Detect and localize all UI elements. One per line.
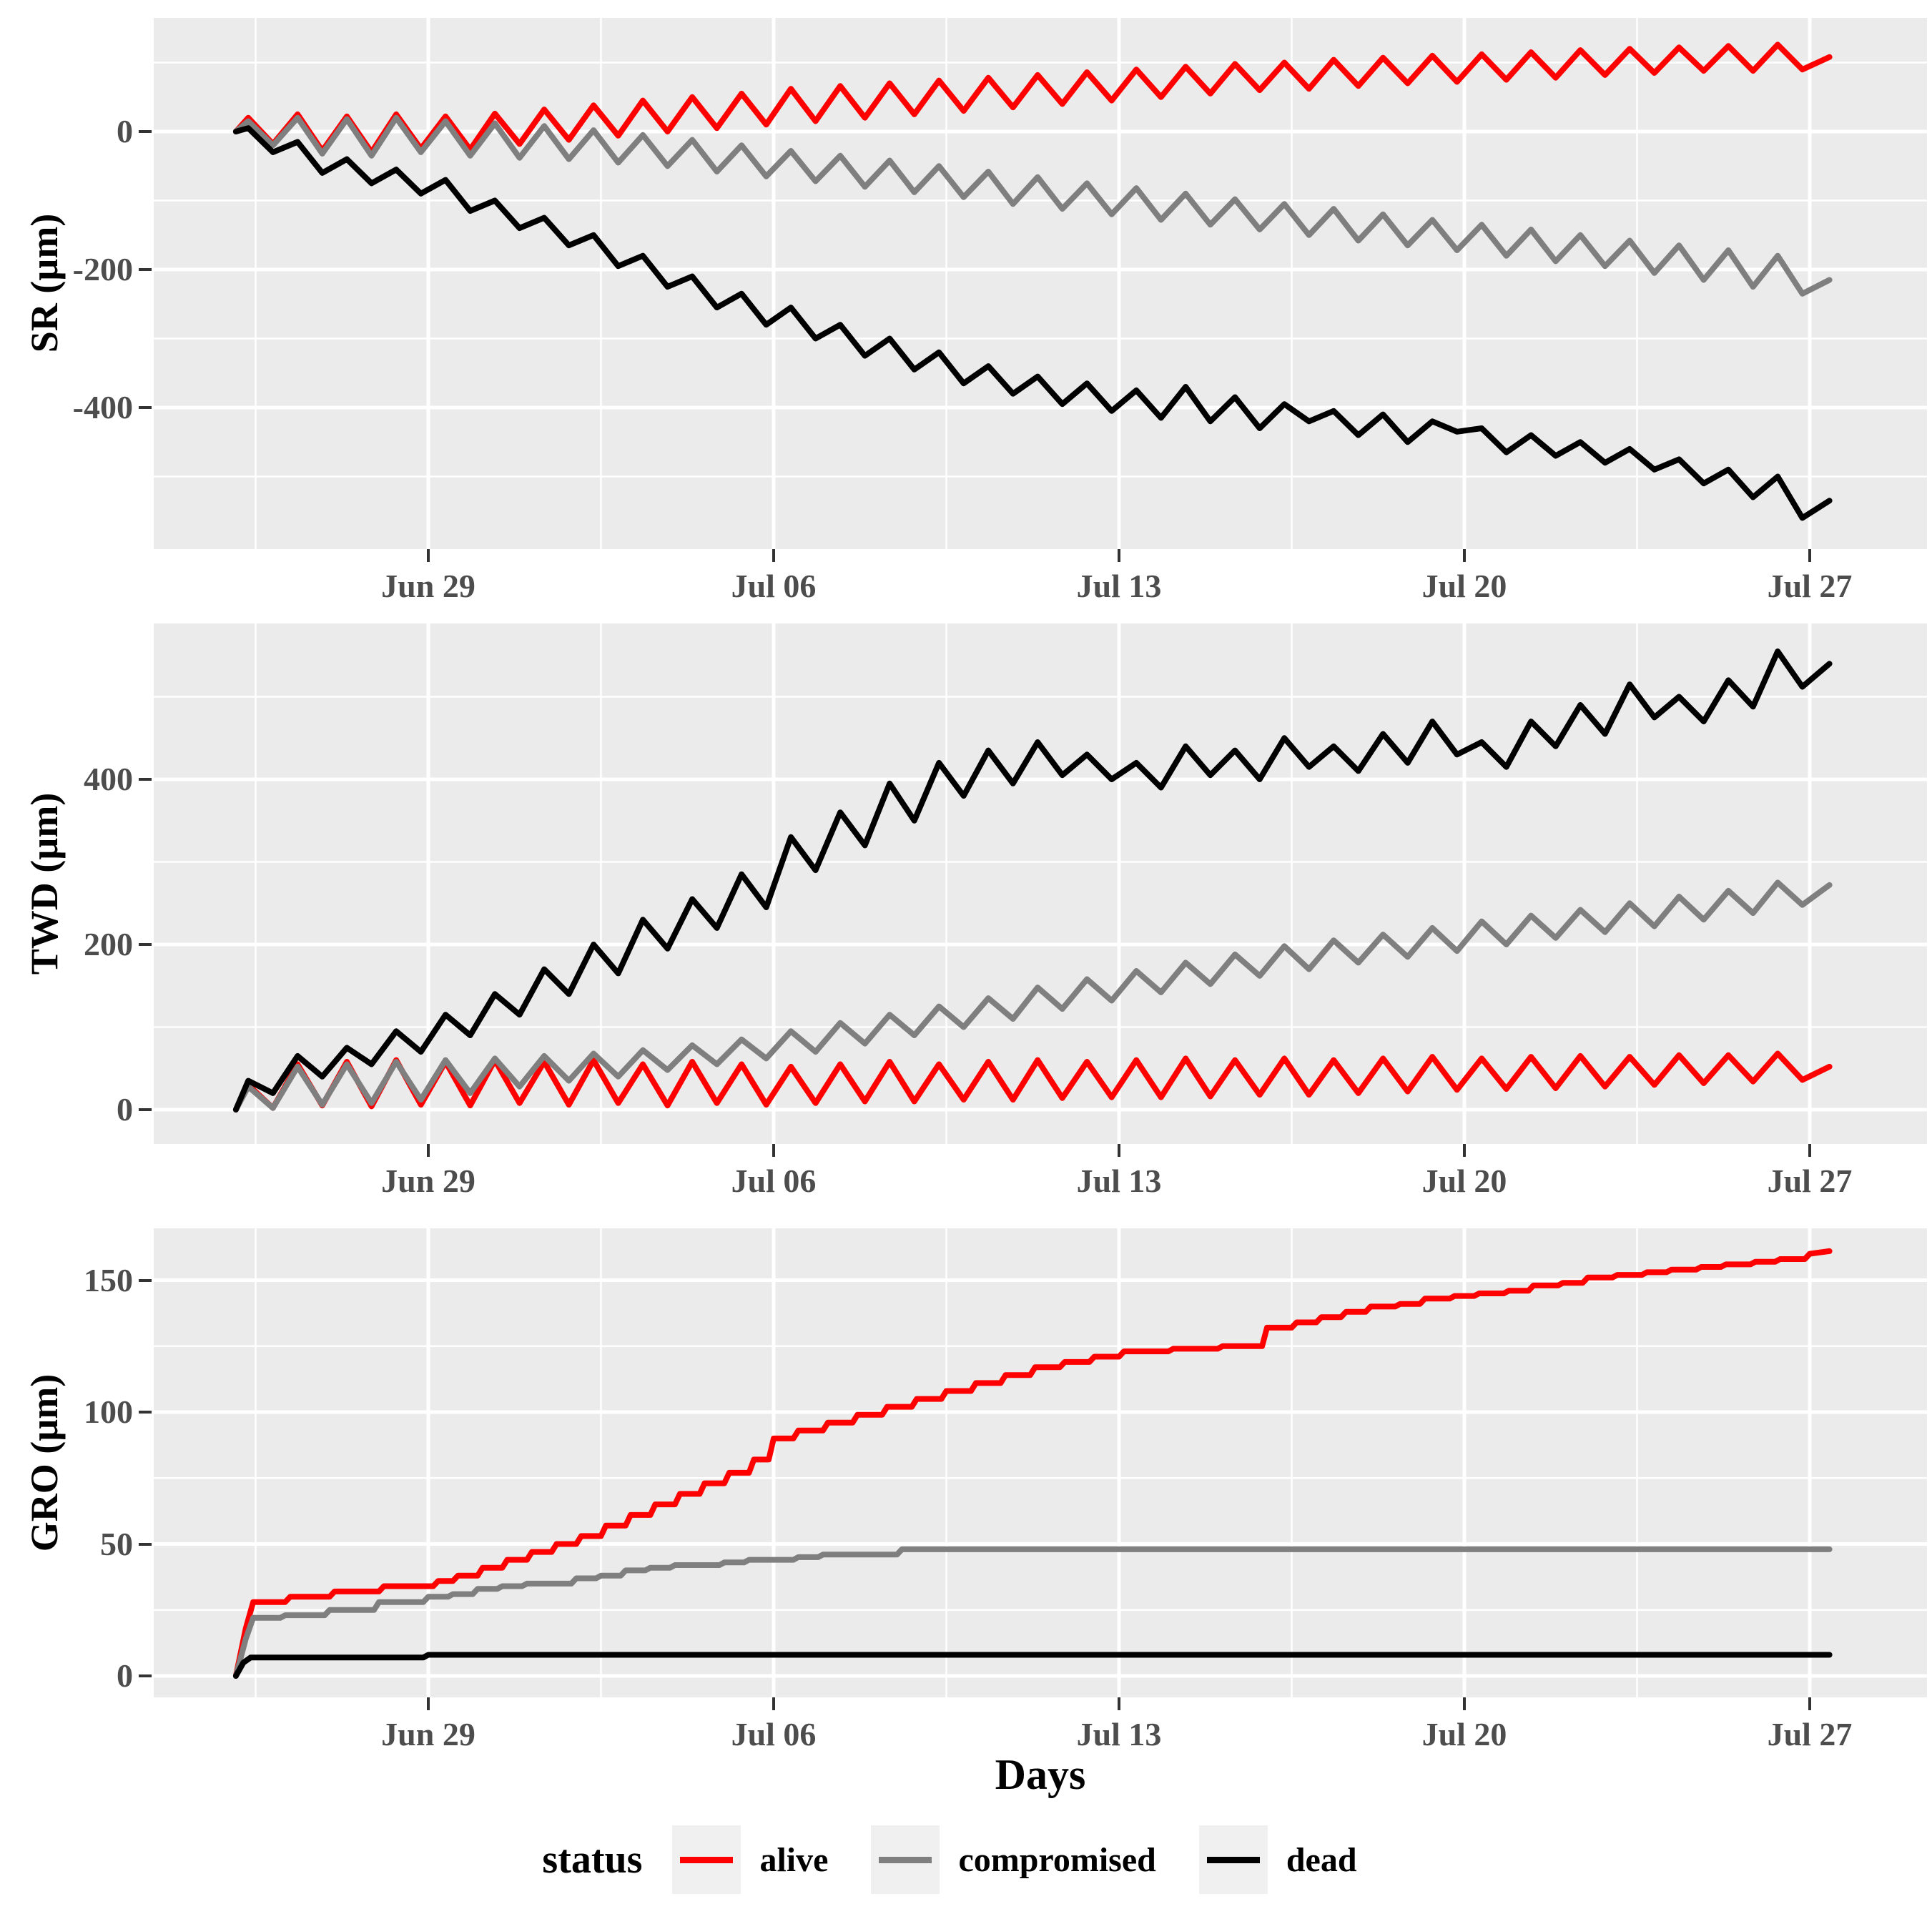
x-tick-mark [772, 1697, 775, 1710]
x-tick-mark [1463, 1697, 1466, 1710]
y-tick-mark [139, 1278, 152, 1282]
y-tick-mark [139, 1411, 152, 1414]
y-tick-label: 200 [84, 926, 133, 962]
x-tick-label: Jul 06 [731, 1163, 817, 1199]
x-tick-label: Jul 20 [1421, 1163, 1507, 1199]
y-tick-mark [139, 1108, 152, 1111]
x-tick-label: Jun 29 [381, 1716, 475, 1752]
legend-title: status [542, 1837, 643, 1882]
x-tick-mark [772, 549, 775, 562]
y-tick-mark [139, 130, 152, 133]
x-tick-mark [427, 1697, 430, 1710]
series-line-dead [232, 648, 1833, 1113]
series-line-alive [232, 1248, 1833, 1679]
panel-background [154, 1228, 1927, 1697]
legend-key-alive [672, 1825, 741, 1894]
legend-label-alive: alive [759, 1840, 829, 1879]
x-tick-mark [427, 549, 430, 562]
x-tick-mark [772, 1144, 775, 1157]
y-tick-mark [139, 1542, 152, 1546]
sr-panel-plot [154, 18, 1927, 549]
series-line-dead [232, 125, 1833, 521]
x-tick-label: Jul 20 [1421, 568, 1507, 604]
x-tick-label: Jul 20 [1421, 1716, 1507, 1752]
x-tick-label: Jul 13 [1076, 568, 1162, 604]
legend-line-dead [1206, 1856, 1260, 1863]
x-tick-label: Jun 29 [381, 568, 475, 604]
y-tick-mark [139, 268, 152, 271]
y-tick-mark [139, 943, 152, 946]
legend-label-dead: dead [1286, 1840, 1357, 1879]
x-tick-mark [1463, 549, 1466, 562]
y-tick-label: 150 [84, 1261, 133, 1298]
y-tick-label: 0 [117, 113, 133, 149]
x-axis-title: Days [995, 1751, 1086, 1798]
series-line-dead [232, 1652, 1833, 1679]
y-tick-mark [139, 406, 152, 409]
series-line-compromised [232, 879, 1833, 1113]
series-line-alive [232, 41, 1833, 155]
y-tick-label: -200 [72, 251, 133, 287]
y-tick-label: 0 [117, 1091, 133, 1128]
y-tick-label: 400 [84, 761, 133, 797]
x-tick-label: Jul 06 [731, 568, 817, 604]
panel-background [154, 18, 1927, 549]
series-line-compromised [232, 1546, 1833, 1679]
x-tick-mark [1118, 1144, 1120, 1157]
legend-label-compromised: compromised [958, 1840, 1156, 1879]
legend-line-alive [680, 1856, 734, 1863]
y-tick-mark [139, 1674, 152, 1677]
x-tick-label: Jul 13 [1076, 1163, 1162, 1199]
x-tick-mark [1808, 549, 1811, 562]
series-line-compromised [232, 114, 1833, 297]
y-tick-label: 100 [84, 1393, 133, 1430]
y-tick-label: 50 [100, 1525, 133, 1562]
x-tick-label: Jul 27 [1767, 568, 1853, 604]
x-tick-label: Jul 06 [731, 1716, 817, 1752]
legend: status alive compromised dead [0, 1820, 1932, 1900]
legend-line-compromised [879, 1856, 932, 1863]
x-tick-mark [1463, 1144, 1466, 1157]
x-tick-mark [1118, 549, 1120, 562]
y-tick-label: -400 [72, 389, 133, 425]
legend-key-dead [1198, 1825, 1268, 1894]
legend-key-compromised [871, 1825, 940, 1894]
gro-panel-plot [154, 1228, 1927, 1697]
x-tick-mark [427, 1144, 430, 1157]
x-tick-label: Jul 27 [1767, 1163, 1853, 1199]
x-tick-label: Jul 27 [1767, 1716, 1853, 1752]
x-tick-label: Jun 29 [381, 1163, 475, 1199]
y-tick-mark [139, 778, 152, 781]
y-tick-label: 0 [117, 1657, 133, 1694]
x-tick-mark [1118, 1697, 1120, 1710]
twd-panel-plot [154, 623, 1927, 1144]
x-tick-mark [1808, 1144, 1811, 1157]
x-tick-mark [1808, 1697, 1811, 1710]
x-tick-label: Jul 13 [1076, 1716, 1162, 1752]
